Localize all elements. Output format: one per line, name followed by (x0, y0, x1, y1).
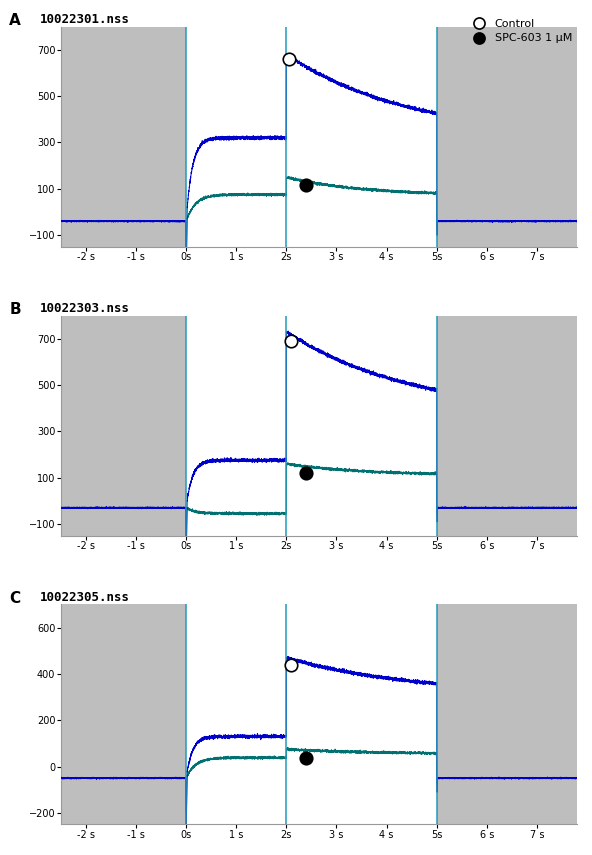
Bar (61, 315, 186, 535)
Bar (437, 604, 577, 824)
Text: C: C (9, 591, 20, 606)
Text: A: A (9, 14, 21, 28)
Text: 10022303.nss: 10022303.nss (40, 303, 130, 315)
Legend: Control, SPC-603 1 μM: Control, SPC-603 1 μM (464, 15, 577, 48)
Bar (61, 604, 186, 824)
Bar (437, 27, 577, 246)
Bar (437, 315, 577, 535)
Bar (61, 27, 186, 246)
Text: B: B (9, 303, 21, 317)
Text: 10022305.nss: 10022305.nss (40, 591, 130, 604)
Text: 10022301.nss: 10022301.nss (40, 14, 130, 27)
